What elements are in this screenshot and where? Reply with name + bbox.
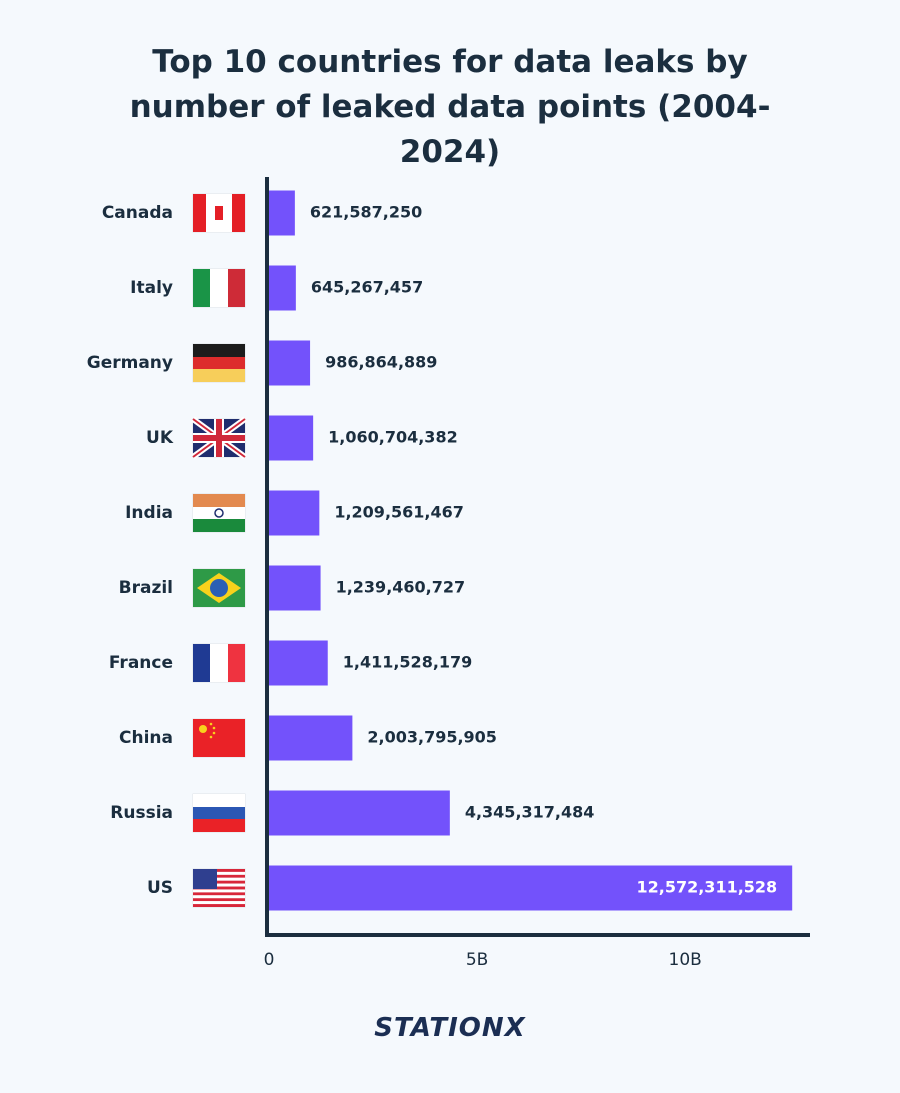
flag-part bbox=[193, 895, 245, 899]
flag bbox=[192, 643, 246, 683]
flag-part bbox=[214, 508, 224, 518]
chart: 0 5B 10B Canada 621,587,250 Italy 645,267,457 G… bbox=[87, 177, 810, 970]
flag-part bbox=[193, 877, 245, 881]
flag bbox=[192, 343, 246, 383]
y-tick-label: India bbox=[125, 503, 173, 523]
flag-part bbox=[209, 722, 213, 726]
flag-part bbox=[193, 807, 245, 819]
flag bbox=[192, 268, 246, 308]
flag bbox=[192, 193, 246, 233]
flag-part bbox=[209, 735, 213, 739]
y-tick-label: Brazil bbox=[119, 578, 173, 598]
data-label: 621,587,250 bbox=[310, 203, 422, 222]
bar bbox=[269, 265, 296, 311]
x-tick-label: 0 bbox=[264, 950, 275, 970]
flag-part bbox=[210, 579, 228, 597]
y-tick-label: Germany bbox=[87, 353, 173, 373]
flag-part bbox=[193, 435, 245, 441]
x-tick-label: 5B bbox=[466, 950, 488, 970]
flag-part bbox=[193, 357, 245, 369]
flag-part bbox=[193, 719, 245, 757]
bar bbox=[269, 715, 353, 761]
flag-part bbox=[210, 269, 228, 307]
bar bbox=[269, 865, 793, 911]
flag-part bbox=[193, 892, 245, 896]
flag-part bbox=[193, 269, 210, 307]
bar bbox=[269, 490, 320, 536]
flag-part bbox=[228, 644, 245, 682]
data-label: 12,572,311,528 bbox=[636, 878, 777, 897]
y-tick-label: Italy bbox=[130, 278, 173, 298]
flag bbox=[192, 868, 246, 908]
flag-part bbox=[193, 901, 245, 905]
bar bbox=[269, 565, 321, 611]
flag-part bbox=[193, 904, 245, 907]
flag bbox=[192, 718, 246, 758]
flag bbox=[192, 793, 246, 833]
flag-part bbox=[232, 194, 245, 232]
flag-part bbox=[193, 507, 245, 519]
flag-part bbox=[199, 725, 207, 733]
flag-part bbox=[193, 874, 245, 878]
y-tick-label: Russia bbox=[110, 803, 173, 823]
data-label: 645,267,457 bbox=[311, 278, 423, 297]
flag bbox=[192, 493, 246, 533]
bar bbox=[269, 790, 450, 836]
x-tick-label: 10B bbox=[669, 950, 702, 970]
flag-part bbox=[193, 794, 245, 807]
flag-part bbox=[193, 369, 245, 382]
flag-part bbox=[193, 886, 245, 890]
y-tick-label: France bbox=[109, 653, 173, 673]
flag-part bbox=[193, 869, 245, 872]
flag-part bbox=[193, 494, 245, 507]
y-tick-label: Canada bbox=[102, 203, 173, 223]
y-tick-label: UK bbox=[146, 428, 174, 448]
flag-part bbox=[193, 880, 245, 884]
flag-part bbox=[212, 726, 216, 730]
bar bbox=[269, 190, 295, 236]
data-label: 1,209,561,467 bbox=[334, 503, 464, 522]
bar bbox=[269, 640, 328, 686]
flag-part bbox=[228, 269, 245, 307]
flag-part bbox=[193, 644, 210, 682]
flag-part bbox=[193, 869, 217, 889]
flag bbox=[192, 568, 246, 608]
flag-part bbox=[193, 519, 245, 532]
flag-part bbox=[193, 819, 245, 832]
flag-part bbox=[193, 194, 206, 232]
data-label: 1,411,528,179 bbox=[343, 653, 473, 672]
flag-part bbox=[193, 871, 245, 875]
data-label: 1,239,460,727 bbox=[336, 578, 466, 597]
flag-part bbox=[193, 898, 245, 902]
chart-title: Top 10 countries for data leaks by numbe… bbox=[129, 44, 771, 170]
y-tick-label: US bbox=[147, 878, 173, 898]
flag-part bbox=[193, 883, 245, 887]
flag-part bbox=[210, 644, 228, 682]
data-label: 2,003,795,905 bbox=[367, 728, 497, 747]
data-label: 4,345,317,484 bbox=[465, 803, 595, 822]
logo: STATIONX bbox=[374, 1013, 526, 1043]
data-label: 986,864,889 bbox=[325, 353, 437, 372]
flag-part bbox=[193, 344, 245, 357]
bar bbox=[269, 415, 314, 461]
y-tick-label: China bbox=[119, 728, 173, 748]
flag-part bbox=[212, 731, 216, 735]
data-label: 1,060,704,382 bbox=[328, 428, 458, 447]
bar bbox=[269, 340, 311, 386]
flag bbox=[191, 416, 247, 460]
flag-part bbox=[193, 889, 245, 893]
flag-part bbox=[215, 206, 223, 220]
